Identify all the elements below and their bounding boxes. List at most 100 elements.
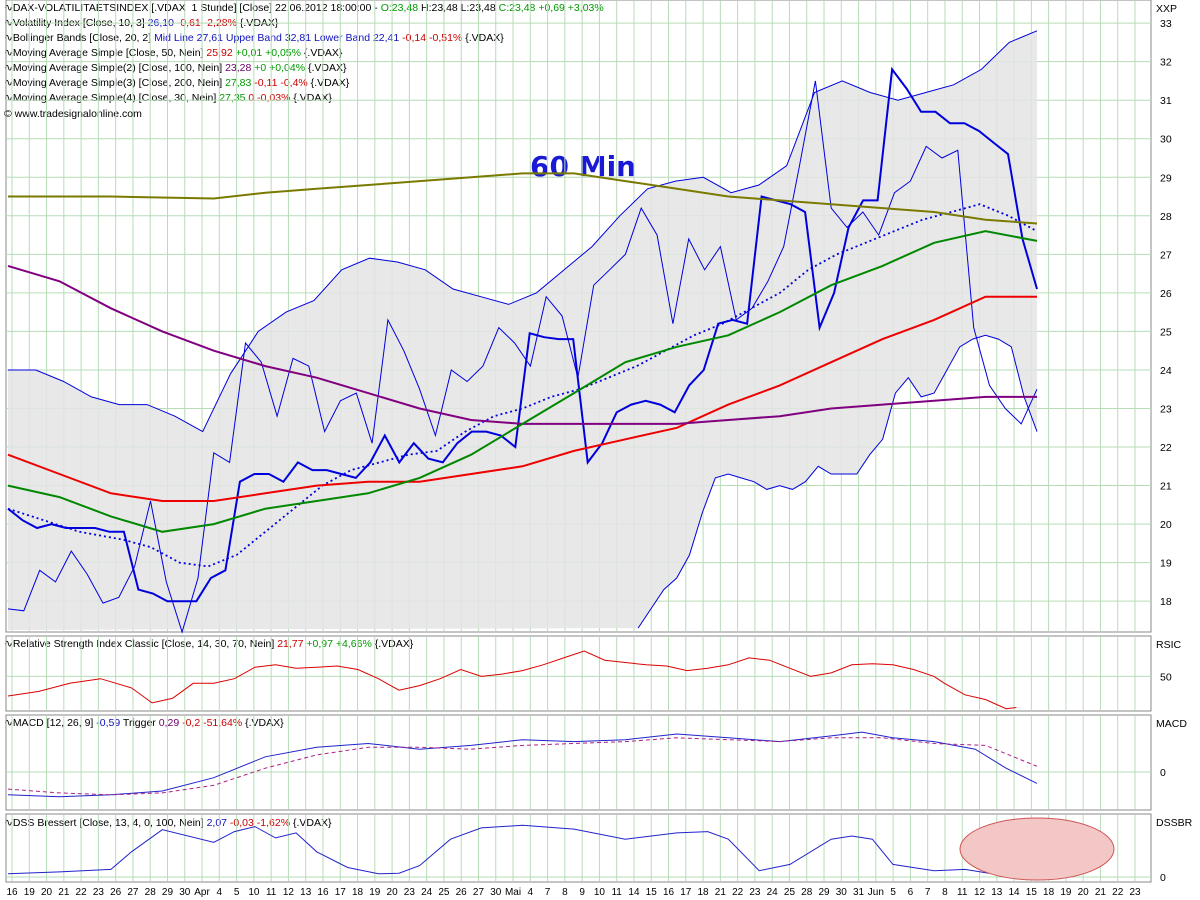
legend-text: {.VDAX} xyxy=(290,817,332,829)
x-tick-label: 13 xyxy=(991,887,1003,898)
x-tick-label: 23 xyxy=(749,887,761,898)
highlight-ellipse xyxy=(959,817,1115,881)
legend-text: {.VDAX} xyxy=(242,717,284,729)
legend-text: 0,29 xyxy=(158,717,180,729)
legend-text: {.VDAX} xyxy=(290,92,332,104)
y-tick-label: 24 xyxy=(1160,365,1172,377)
x-tick-label: 17 xyxy=(335,887,347,898)
x-tick-label: 11 xyxy=(957,887,968,898)
macd-line xyxy=(7,731,1038,798)
x-tick-label: 30 xyxy=(490,887,502,898)
y-tick-label: 27 xyxy=(1160,249,1172,261)
legend-text: C:23,48 +0,69 +3,03% xyxy=(498,2,604,14)
lower-band-line xyxy=(637,334,1038,629)
series-icon: ∿ xyxy=(4,717,13,729)
y-tick-label: 33 xyxy=(1160,18,1172,30)
legend-text: +0 +0,04% xyxy=(251,62,306,74)
x-tick-label: 10 xyxy=(248,887,260,898)
x-tick-label: 21 xyxy=(58,887,70,898)
series-icon: ∿ xyxy=(4,32,13,44)
x-tick-label: 12 xyxy=(283,887,295,898)
x-tick-label: 30 xyxy=(179,887,191,898)
legend-text: 23,28 xyxy=(225,62,252,74)
x-tick-label: 22 xyxy=(732,887,744,898)
series-icon: ∿ xyxy=(4,2,13,14)
volatility-index-line xyxy=(7,66,1038,603)
x-tick-label: 15 xyxy=(1026,887,1038,898)
y-tick-label: 21 xyxy=(1160,481,1172,493)
x-tick-label: 27 xyxy=(127,887,139,898)
x-tick-label: 11 xyxy=(611,887,622,898)
legend-text: 2,07 xyxy=(206,817,228,829)
rsi-panel-legend: ∿Relative Strength Index Classic [Close,… xyxy=(4,637,413,652)
x-tick-label: Jun xyxy=(868,887,884,898)
x-tick-label: 4 xyxy=(217,887,223,898)
rsi-line xyxy=(7,650,1017,710)
legend-text: 0 -0,03% xyxy=(245,92,291,104)
x-tick-label: 25 xyxy=(784,887,796,898)
x-tick-label: 19 xyxy=(24,887,36,898)
x-tick-label: Apr xyxy=(194,887,210,898)
x-tick-label: 19 xyxy=(369,887,381,898)
y-tick-label: 22 xyxy=(1160,442,1172,454)
x-tick-label: 10 xyxy=(594,887,606,898)
x-tick-label: 25 xyxy=(438,887,450,898)
x-tick-label: 17 xyxy=(680,887,692,898)
legend-text: +0,97 +4,66% xyxy=(303,638,372,650)
legend-text: MACD [12, 26, 9] xyxy=(12,717,97,729)
rsi-axis-label: RSIC xyxy=(1156,639,1182,651)
x-tick-label: 21 xyxy=(1095,887,1107,898)
series-icon: ∿ xyxy=(4,638,13,650)
dss-panel-legend: ∿DSS Bressert [Close, 13, 4, 0, 100, Nei… xyxy=(4,816,332,831)
legend-row: ∿Moving Average Simple(2) [Close, 100, N… xyxy=(4,61,604,76)
ma-50-line xyxy=(7,295,1037,502)
rsi-panel-frame xyxy=(5,635,1152,712)
legend-row: ∿Bollinger Bands [Close, 20, 2] Mid Line… xyxy=(4,31,604,46)
x-tick-label: 7 xyxy=(925,887,931,898)
y-tick-label: 50 xyxy=(1160,671,1172,683)
legend-row: ∿DSS Bressert [Close, 13, 4, 0, 100, Nei… xyxy=(4,816,332,831)
x-tick-label: 28 xyxy=(801,887,813,898)
legend-text: Bollinger Bands [Close, 20, 2] xyxy=(12,32,155,44)
x-tick-label: 23 xyxy=(404,887,416,898)
x-tick-label: 20 xyxy=(387,887,399,898)
upper-band-line xyxy=(8,30,1038,433)
legend-text: 21,77 xyxy=(277,638,304,650)
x-tick-label: 8 xyxy=(562,887,568,898)
x-tick-label: 8 xyxy=(942,887,948,898)
legend-row: ∿MACD [12, 26, 9] -0,59 Trigger 0,29 -0,… xyxy=(4,716,284,731)
dss-axis-label: DSSBR xyxy=(1156,817,1193,829)
x-tick-label: 29 xyxy=(818,887,830,898)
x-tick-label: 26 xyxy=(456,887,468,898)
x-tick-label: 14 xyxy=(628,887,640,898)
x-tick-label: 24 xyxy=(767,887,779,898)
x-tick-label: 11 xyxy=(266,887,277,898)
x-tick-label: 23 xyxy=(93,887,105,898)
x-tick-label: Mai xyxy=(505,887,521,898)
x-tick-label: 16 xyxy=(317,887,329,898)
y-tick-label: 25 xyxy=(1160,326,1172,338)
macd-panel-frame xyxy=(5,714,1152,811)
x-tick-label: 23 xyxy=(1129,887,1141,898)
x-tick-label: 4 xyxy=(528,887,534,898)
legend-text: +0,01 +0,05% xyxy=(232,47,301,59)
legend-text: -0,2 -51,64% xyxy=(179,717,243,729)
y-tick-label: 0 xyxy=(1160,767,1166,779)
price-panel-legend: ∿DAX-VOLATILITAETSINDEX [.VDAX 1 Stunde]… xyxy=(4,1,604,106)
x-tick-label: 16 xyxy=(6,887,18,898)
close-line xyxy=(7,80,1038,634)
x-tick-label: 6 xyxy=(908,887,914,898)
x-tick-label: 18 xyxy=(352,887,364,898)
legend-text: -0,14 -0,51% xyxy=(399,32,463,44)
series-icon: ∿ xyxy=(4,77,13,89)
y-tick-label: 20 xyxy=(1160,519,1172,531)
x-tick-label: 27 xyxy=(473,887,485,898)
series-icon: ∿ xyxy=(4,817,13,829)
x-tick-label: 14 xyxy=(1008,887,1020,898)
x-tick-label: 18 xyxy=(1043,887,1055,898)
y-tick-label: 32 xyxy=(1160,57,1172,69)
trigger-line xyxy=(7,737,1038,796)
legend-text: 27,35 xyxy=(219,92,246,104)
y-tick-label: 30 xyxy=(1160,134,1172,146)
